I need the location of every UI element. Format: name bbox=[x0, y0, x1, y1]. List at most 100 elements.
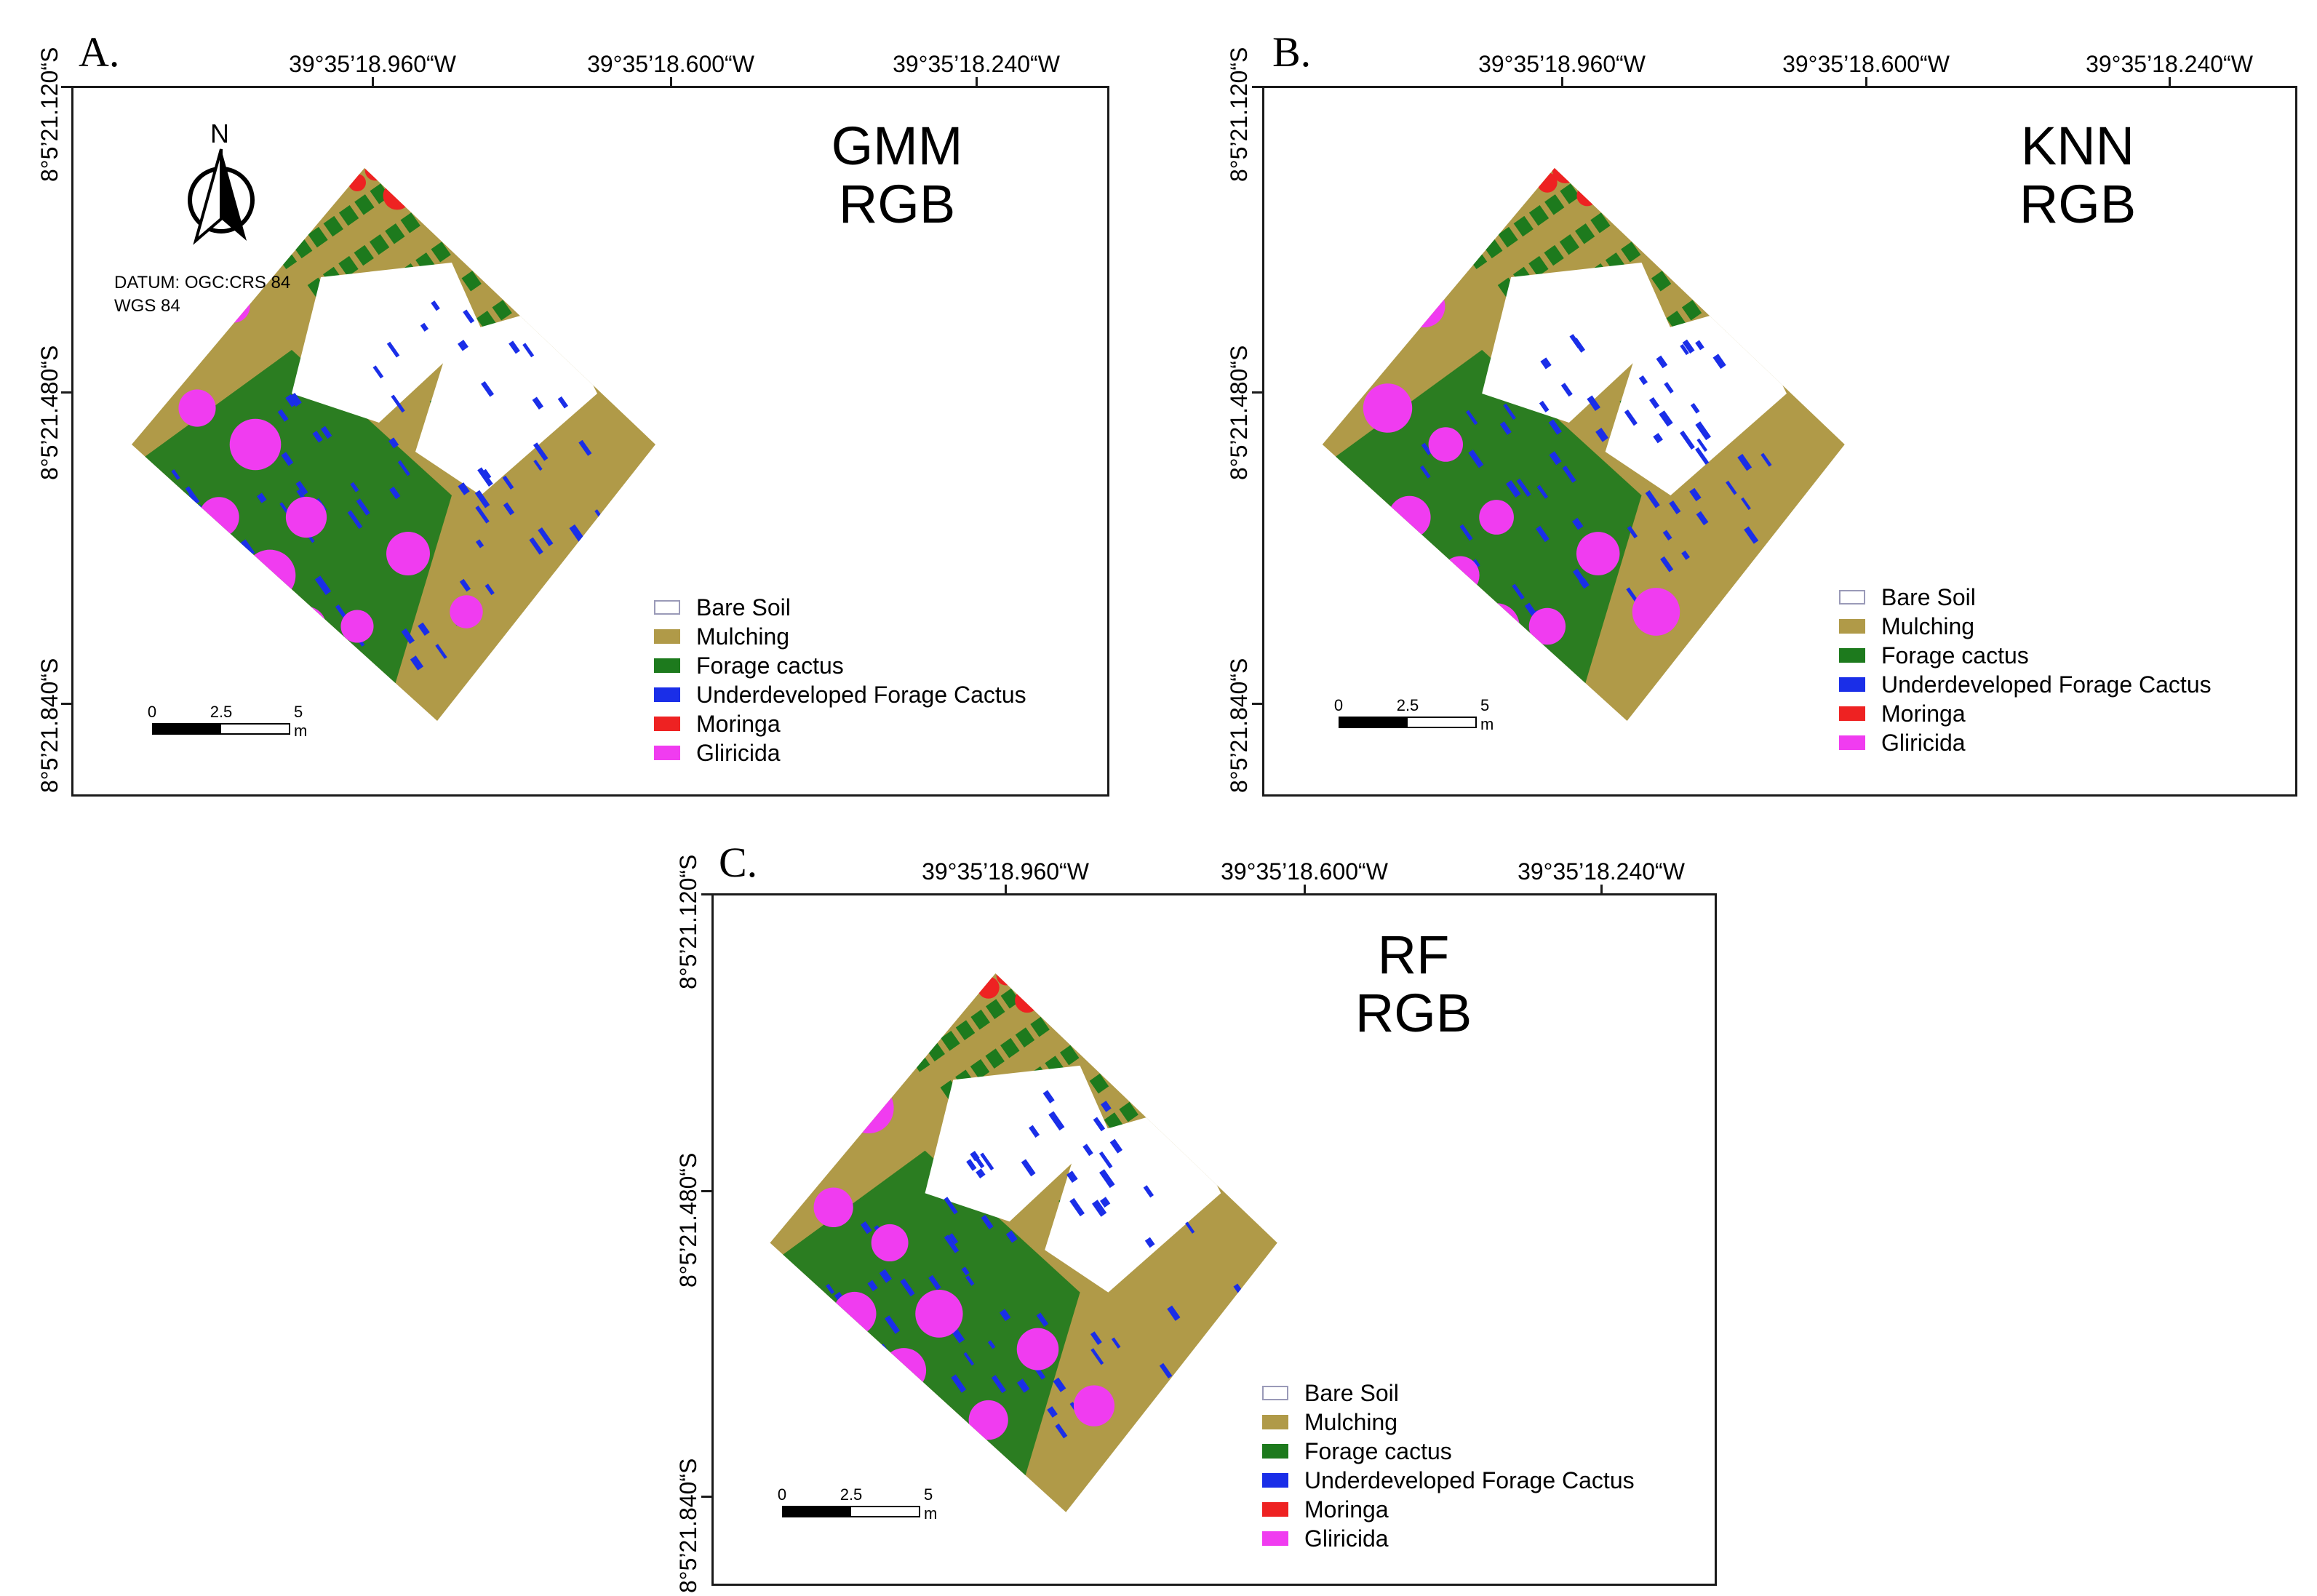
underdeveloped-cactus-patch bbox=[999, 1309, 1011, 1322]
underdeveloped-cactus-patch bbox=[1506, 480, 1521, 498]
underdeveloped-cactus-patch bbox=[1048, 1111, 1065, 1131]
scale-segments bbox=[152, 723, 290, 735]
moringa-patch bbox=[563, 223, 588, 248]
scale-label: 0 bbox=[777, 1485, 787, 1504]
legend-swatch bbox=[1839, 677, 1865, 692]
underdeveloped-cactus-patch bbox=[420, 322, 429, 332]
underdeveloped-cactus-patch bbox=[879, 1269, 892, 1283]
underdeveloped-cactus-patch bbox=[418, 622, 430, 637]
underdeveloped-cactus-patch bbox=[285, 394, 298, 407]
datum-info: DATUM: OGC:CRS 84 WGS 84 bbox=[114, 271, 290, 318]
underdeveloped-cactus-patch bbox=[966, 1159, 977, 1171]
moringa-patch bbox=[1755, 226, 1775, 246]
underdeveloped-cactus-patch bbox=[900, 1278, 915, 1297]
longitude-label: 39°35’18.240“W bbox=[2086, 51, 2253, 77]
legend-label: Moringa bbox=[696, 710, 781, 737]
underdeveloped-cactus-patch bbox=[1760, 452, 1772, 467]
forage-cactus-row bbox=[821, 973, 1042, 987]
band-name: RGB bbox=[838, 174, 956, 234]
legend: Bare Soil Mulching Forage cactus Underdevel… bbox=[1839, 583, 2212, 757]
longitude-label: 39°35’18.240“W bbox=[893, 51, 1060, 77]
longitude-tick bbox=[1561, 77, 1563, 89]
moringa-patch bbox=[523, 210, 548, 235]
moringa-patch bbox=[1207, 1050, 1235, 1078]
moringa-patch bbox=[1672, 196, 1698, 223]
underdeveloped-cactus-patch bbox=[1660, 556, 1674, 572]
underdeveloped-cactus-patch bbox=[1066, 1170, 1078, 1184]
legend-label: Gliricida bbox=[1304, 1525, 1389, 1552]
underdeveloped-cactus-patch bbox=[389, 486, 401, 500]
panel-a: A. 39°35’18.960“W 39°35’18.600“W 39°35’1… bbox=[0, 0, 1135, 807]
underdeveloped-cactus-patch bbox=[1536, 525, 1550, 543]
panel-letter: C. bbox=[719, 839, 758, 886]
underdeveloped-cactus-patch bbox=[463, 309, 475, 324]
legend-swatch bbox=[1839, 706, 1865, 721]
underdeveloped-cactus-patch bbox=[1595, 428, 1608, 442]
legend-label: Mulching bbox=[1881, 613, 1975, 639]
gliricida-patch bbox=[244, 549, 296, 602]
underdeveloped-cactus-patch bbox=[1459, 524, 1473, 541]
legend: Bare Soil Mulching Forage cactus Underdevel… bbox=[1262, 1378, 1635, 1553]
legend-swatch bbox=[1262, 1502, 1288, 1517]
moringa-patch bbox=[977, 976, 1000, 999]
underdeveloped-cactus-patch bbox=[1524, 602, 1537, 617]
gliricida-patch bbox=[178, 389, 216, 427]
underdeveloped-cactus-patch bbox=[1690, 402, 1700, 414]
longitude-label: 39°35’18.960“W bbox=[289, 51, 456, 77]
underdeveloped-cactus-patch bbox=[963, 1352, 975, 1366]
legend-item: Bare Soil bbox=[654, 593, 1026, 622]
legend-swatch bbox=[654, 629, 680, 644]
panel-b: B. 39°35’18.960“W 39°35’18.600“W 39°35’1… bbox=[1182, 0, 2317, 807]
moringa-patch bbox=[462, 172, 485, 196]
gliricida-patch bbox=[968, 1400, 1008, 1440]
legend-swatch bbox=[1839, 619, 1865, 634]
underdeveloped-cactus-patch bbox=[185, 486, 200, 504]
underdeveloped-cactus-patch bbox=[1536, 484, 1549, 499]
underdeveloped-cactus-patch bbox=[1626, 587, 1638, 602]
underdeveloped-cactus-patch bbox=[944, 1234, 960, 1253]
moringa-patch bbox=[1056, 1003, 1075, 1023]
moringa-patch bbox=[1635, 186, 1656, 207]
underdeveloped-cactus-patch bbox=[980, 1152, 994, 1170]
legend-item: Mulching bbox=[1839, 612, 2212, 641]
underdeveloped-cactus-patch bbox=[1017, 1378, 1030, 1393]
gliricida-patch bbox=[813, 1187, 853, 1228]
underdeveloped-cactus-patch bbox=[1093, 1117, 1106, 1132]
latitude-tick bbox=[1252, 391, 1264, 394]
underdeveloped-cactus-patch bbox=[458, 340, 468, 351]
moringa-patch bbox=[1654, 209, 1680, 235]
legend-item: Underdeveloped Forage Cactus bbox=[1839, 670, 2212, 699]
moringa-patch bbox=[1511, 168, 1540, 172]
underdeveloped-cactus-patch bbox=[386, 341, 400, 358]
gliricida-patch bbox=[915, 1290, 963, 1338]
scale-label: 5 m bbox=[294, 703, 308, 740]
underdeveloped-cactus-patch bbox=[569, 524, 586, 543]
scale-segment bbox=[153, 725, 221, 733]
underdeveloped-cactus-patch bbox=[459, 578, 471, 592]
scale-label: 2.5 bbox=[840, 1485, 863, 1504]
underdeveloped-cactus-patch bbox=[1036, 1312, 1049, 1327]
underdeveloped-cactus-patch bbox=[1587, 395, 1600, 411]
underdeveloped-cactus-patch bbox=[1627, 525, 1638, 539]
underdeveloped-cactus-patch bbox=[1099, 1197, 1111, 1208]
longitude-tick bbox=[2169, 77, 2171, 89]
longitude-label: 39°35’18.960“W bbox=[1478, 51, 1646, 77]
panel-letter: B. bbox=[1272, 28, 1312, 76]
gliricida-patch bbox=[386, 532, 430, 575]
underdeveloped-cactus-patch bbox=[1021, 1159, 1036, 1177]
latitude-tick bbox=[1252, 703, 1264, 705]
underdeveloped-cactus-patch bbox=[975, 1157, 985, 1169]
underdeveloped-cactus-patch bbox=[1091, 1200, 1107, 1217]
underdeveloped-cactus-patch bbox=[1571, 517, 1584, 530]
underdeveloped-cactus-patch bbox=[1562, 466, 1576, 483]
scale-labels: 0 2.5 5 m bbox=[778, 1485, 957, 1523]
algorithm-title: KNN RGB bbox=[1969, 117, 2187, 234]
field-parcel bbox=[770, 973, 1277, 1512]
underdeveloped-cactus-patch bbox=[1712, 354, 1726, 370]
longitude-tick bbox=[976, 77, 978, 89]
legend-swatch bbox=[654, 746, 680, 760]
underdeveloped-cactus-patch bbox=[1638, 375, 1648, 386]
moringa-patch bbox=[1571, 168, 1596, 170]
legend-item: Forage cactus bbox=[1839, 641, 2212, 670]
algorithm-name: RF bbox=[1377, 925, 1450, 985]
